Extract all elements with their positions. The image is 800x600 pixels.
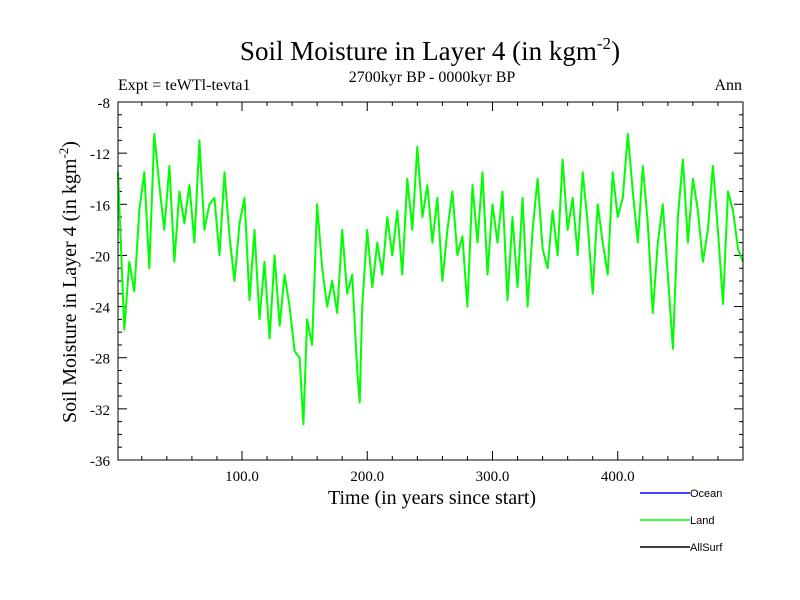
axis-ticks: [118, 101, 743, 461]
chart-title: Soil Moisture in Layer 4 (in kgm-2): [240, 34, 620, 66]
plot-frame: [117, 101, 744, 461]
x-axis-label: Time (in years since start): [328, 487, 536, 509]
legend-label-land: Land: [690, 515, 714, 527]
x-tick-label: 200.0: [350, 469, 384, 485]
y-axis-label: Soil Moisture in Layer 4 (in kgm-2): [56, 141, 81, 423]
x-tick-label: 300.0: [476, 469, 510, 485]
season-label: Ann: [714, 77, 742, 94]
legend: Ocean Land AllSurf: [640, 488, 723, 554]
y-tick-label: -28: [90, 352, 110, 368]
x-tick-label: 400.0: [601, 469, 635, 485]
y-tick-label: -12: [90, 147, 110, 163]
series-group: [117, 133, 744, 426]
y-tick-label: -32: [90, 403, 110, 419]
series-line-land: [117, 133, 744, 426]
y-tick-label: -16: [90, 198, 110, 214]
y-tick-label: -20: [90, 249, 110, 265]
experiment-label: Expt = teWTl-tevta1: [118, 77, 251, 94]
axis-tick-labels: -36 -32 -28 -24 -20 -16 -12 -8 100.0 200.0 300.0 40…: [90, 96, 635, 485]
y-tick-label: -36: [90, 454, 110, 470]
y-tick-label: -8: [98, 96, 111, 112]
x-tick-label: 100.0: [225, 469, 259, 485]
legend-label-ocean: Ocean: [690, 488, 722, 500]
legend-label-allsurf: AllSurf: [690, 542, 723, 554]
chart-subtitle: 2700kyr BP - 0000kyr BP: [349, 69, 516, 86]
y-tick-label: -24: [90, 301, 110, 317]
